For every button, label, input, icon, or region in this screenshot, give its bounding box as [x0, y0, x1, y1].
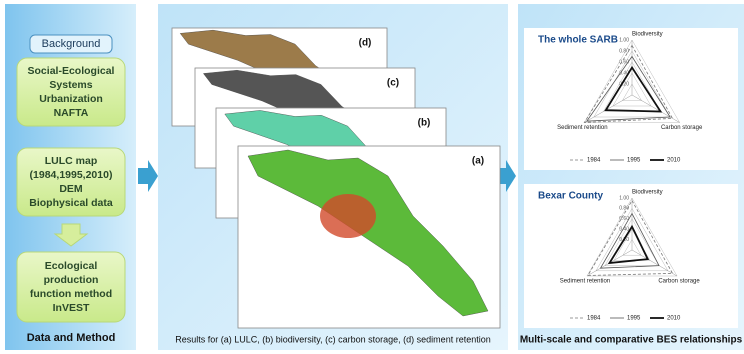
box-text: Urbanization: [39, 93, 103, 105]
legend-label: 1995: [627, 316, 641, 322]
card-label: (d): [359, 38, 372, 49]
caption: Data and Method: [27, 332, 116, 344]
tick-label: 0.80: [619, 206, 629, 212]
box-text: (1984,1995,2010): [30, 169, 113, 181]
box-text: production: [44, 274, 99, 286]
box-text: NAFTA: [54, 107, 89, 119]
axis-label: Sediment retention: [560, 279, 610, 285]
box-text: DEM: [59, 183, 83, 195]
box-text: function method: [30, 288, 112, 300]
axis-label: Carbon storage: [658, 279, 700, 285]
box-text: Social-Ecological: [28, 65, 115, 77]
chart-title: The whole SARB: [538, 35, 618, 46]
background-label: Background: [42, 38, 101, 50]
caption: Results for (a) LULC, (b) biodiversity, …: [175, 334, 490, 344]
box-text: LULC map: [45, 155, 98, 167]
card-label: (a): [472, 156, 484, 167]
arrow: [138, 160, 158, 192]
tick-label: 1.00: [619, 195, 629, 201]
card-label: (c): [387, 78, 399, 89]
legend-label: 1995: [627, 158, 641, 164]
axis-label: Biodiversity: [632, 190, 663, 196]
card-label: (b): [418, 118, 431, 129]
legend-label: 1984: [587, 316, 601, 322]
legend-label: 2010: [667, 158, 681, 164]
legend-label: 2010: [667, 316, 681, 322]
chart-area: [524, 184, 738, 328]
box-text: Ecological: [45, 260, 98, 272]
axis-label: Carbon storage: [661, 125, 703, 131]
caption: Multi-scale and comparative BES relation…: [520, 335, 743, 346]
axis-label: Biodiversity: [632, 32, 663, 38]
legend-label: 1984: [587, 158, 601, 164]
diagram: (d)(c)(b)(a) The whole SARB0.200.400.600…: [0, 0, 744, 354]
tick-label: 1.00: [619, 37, 629, 43]
box-text: InVEST: [53, 302, 90, 314]
box-text: Biophysical data: [29, 197, 113, 209]
chart-area: [524, 28, 738, 170]
map-urban: [320, 194, 376, 238]
box-text: Systems: [49, 79, 92, 91]
axis-label: Sediment retention: [557, 125, 607, 131]
chart-title: Bexar County: [538, 191, 603, 202]
